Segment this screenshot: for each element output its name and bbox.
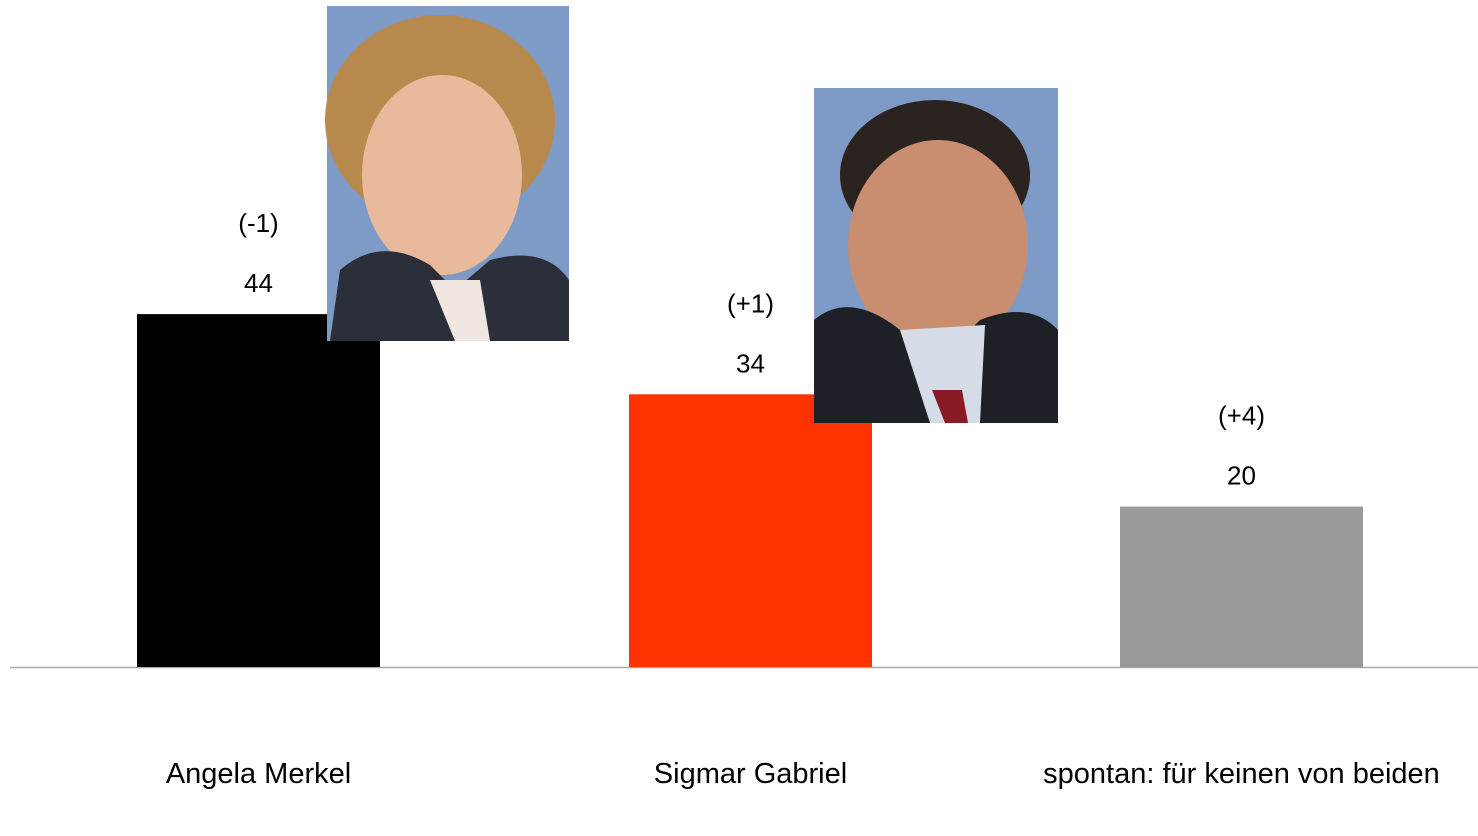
change-label: (+1) [727,288,774,318]
category-label: Angela Merkel [165,758,352,790]
value-label: 34 [736,348,765,378]
value-label: 44 [244,268,273,298]
bar [137,314,380,667]
change-label: (-1) [238,208,278,238]
change-label: (+4) [1218,401,1265,431]
bar [1120,506,1363,667]
category-label: spontan: für keinen von beiden [1043,758,1440,790]
category-label: Sigmar Gabriel [653,758,848,790]
value-label: 20 [1227,461,1256,491]
bar [629,394,872,667]
photo-gabriel [814,88,1058,423]
photo-merkel [325,6,569,341]
